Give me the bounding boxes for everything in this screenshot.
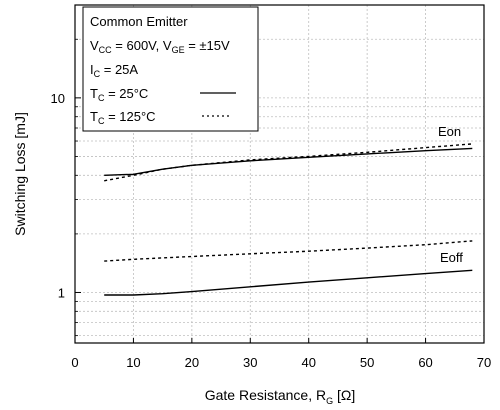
legend-line-current: IC = 25A (90, 62, 138, 79)
legend-line-tc25: TC = 25°C (90, 86, 148, 103)
series-eoff-25c (104, 269, 473, 296)
legend-line-tc125: TC = 125°C (90, 109, 156, 126)
series-eoff-125c (104, 240, 473, 262)
legend-line-voltages: VCC = 600V, VGE = ±15V (90, 38, 230, 55)
annotation-eon: Eon (438, 124, 461, 139)
x-tick-label: 30 (243, 355, 257, 370)
x-tick-label: 50 (360, 355, 374, 370)
x-tick-label: 10 (126, 355, 140, 370)
x-tick-label: 60 (418, 355, 432, 370)
y-tick-label: 10 (51, 91, 65, 106)
y-axis-title: Switching Loss [mJ] (12, 112, 28, 236)
y-axis-ticks: 1 10 (51, 4, 81, 337)
x-tick-label: 40 (301, 355, 315, 370)
legend-frame (82, 6, 259, 132)
y-tick-label: 1 (58, 285, 65, 300)
series-lines (104, 143, 473, 296)
plot-frame (74, 4, 485, 344)
legend-line-common-emitter: Common Emitter (90, 14, 188, 29)
series-eon-25c (104, 147, 473, 176)
annotation-eoff: Eoff (440, 250, 463, 265)
x-tick-label: 0 (71, 355, 78, 370)
legend-box: Common Emitter VCC = 600V, VGE = ±15V IC… (82, 6, 259, 132)
x-tick-label: 70 (477, 355, 491, 370)
x-tick-label: 20 (185, 355, 199, 370)
x-axis-ticks: 0 10 20 30 40 50 60 70 (71, 338, 491, 370)
x-axis-title: Gate Resistance, RG [Ω] (205, 387, 356, 406)
